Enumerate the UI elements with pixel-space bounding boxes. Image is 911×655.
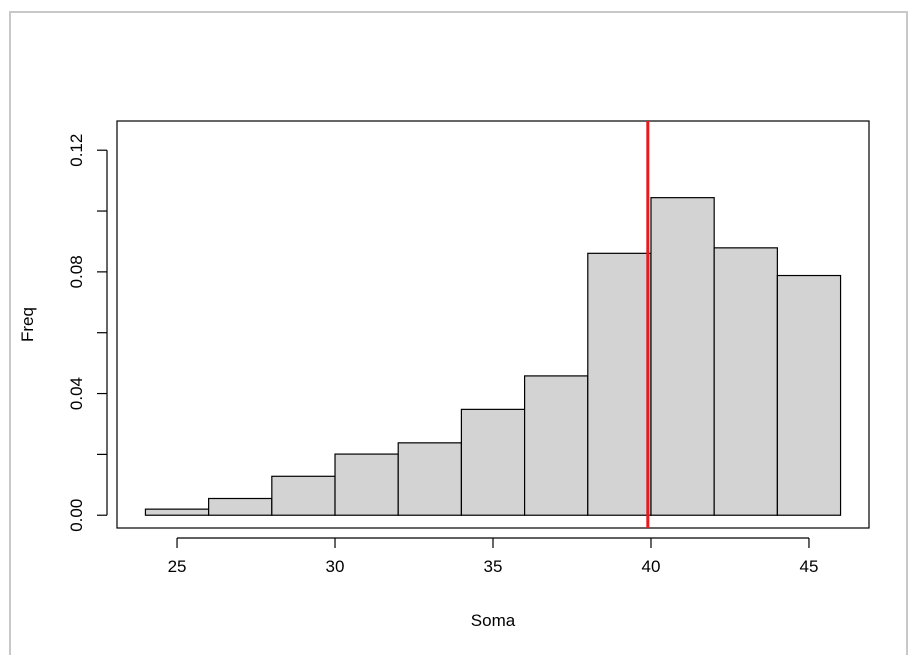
- histogram-bar-2: [208, 497, 273, 516]
- y-axis: 0.00 0.04 0.08 0.12: [67, 134, 108, 532]
- x-tick-label-25: 25: [168, 557, 187, 576]
- x-tick-label-35: 35: [484, 557, 503, 576]
- histogram-bar-8: [587, 252, 652, 516]
- histogram-bar-1: [144, 508, 210, 516]
- histogram-bar-3: [271, 475, 336, 516]
- histogram-bar-9: [650, 197, 715, 516]
- histogram-bar-11: [776, 274, 842, 516]
- histogram-bar-4: [334, 453, 399, 516]
- y-axis-label: Freq: [18, 307, 37, 342]
- x-axis: 25 30 35 40 45: [168, 537, 819, 576]
- bars-group: [144, 197, 842, 516]
- y-tick-label-0: 0.00: [67, 499, 86, 532]
- x-axis-label: Soma: [471, 611, 516, 630]
- x-tick-label-40: 40: [642, 557, 661, 576]
- y-tick-label-2: 0.08: [67, 255, 86, 288]
- x-tick-label-45: 45: [800, 557, 819, 576]
- plot-box: [116, 120, 870, 529]
- histogram-bar-7: [523, 375, 589, 516]
- x-tick-label-30: 30: [326, 557, 345, 576]
- histogram-bar-6: [460, 408, 526, 516]
- y-tick-label-1: 0.04: [67, 377, 86, 410]
- histogram-bar-10: [713, 247, 778, 516]
- histogram-bar-5: [397, 442, 463, 516]
- y-tick-label-3: 0.12: [67, 134, 86, 167]
